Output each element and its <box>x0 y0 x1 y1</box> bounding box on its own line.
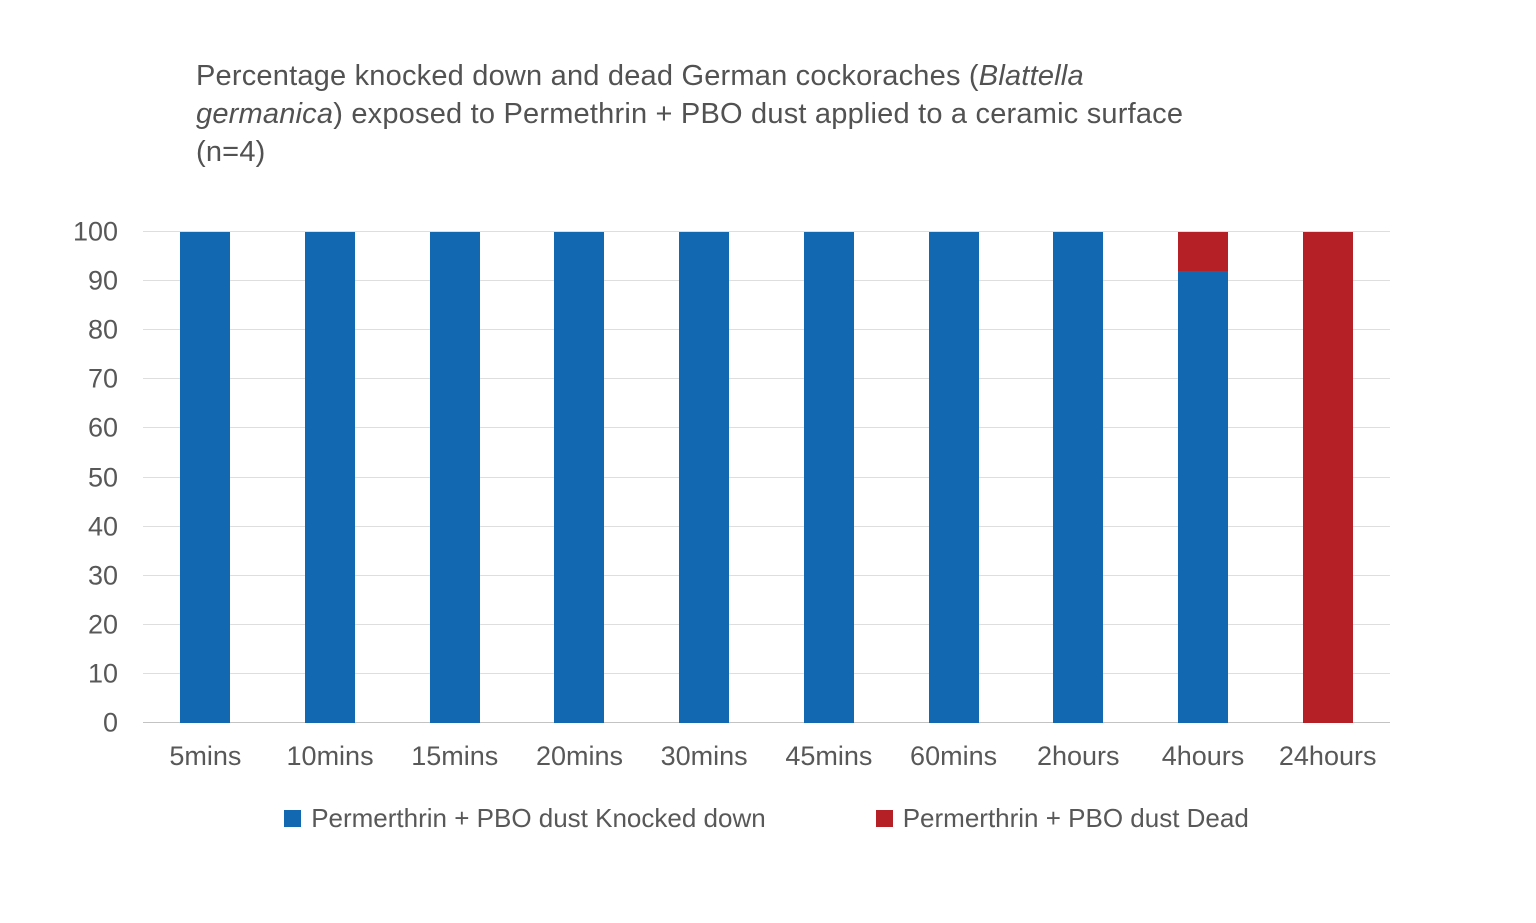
title-text: ) exposed to Permethrin + PBO dust appli… <box>333 98 1184 130</box>
legend-label: Permerthrin + PBO dust Dead <box>902 803 1249 833</box>
x-axis: 5mins 10mins 15mins 20mins 30mins 45mins 60min… <box>143 741 1390 772</box>
bar-slot-5mins <box>143 232 268 723</box>
x-tick-label-5mins: 5mins <box>169 741 242 771</box>
y-tick-label: 0 <box>102 707 118 738</box>
gridline-40 <box>143 525 1390 527</box>
x-tick-label-20mins: 20mins <box>535 741 623 771</box>
y-axis: 0 10 20 30 40 50 60 70 80 90 100 <box>36 218 118 736</box>
legend: Permerthrin + PBO dust Knocked down Perme… <box>143 803 1390 834</box>
bar-slot-20mins <box>517 232 642 723</box>
plot-area <box>143 231 1390 723</box>
title-species-italic: Blattella <box>978 60 1084 92</box>
bar-segment-10mins-knocked-down <box>305 232 356 723</box>
gridline-20 <box>143 623 1390 625</box>
y-tick-label: 50 <box>87 462 118 492</box>
gridline-50 <box>143 476 1390 478</box>
chart-title-line-3: (n=4) <box>196 133 1316 171</box>
legend-marker-icon <box>284 810 302 827</box>
bar-segment-24hours-dead <box>1302 232 1353 723</box>
bar-segment-15mins-knocked-down <box>429 232 480 723</box>
x-tick-label-2hours: 2hours <box>1036 741 1120 771</box>
legend-label: Permerthrin + PBO dust Knocked down <box>311 803 766 833</box>
title-species-italic: germanica <box>196 98 334 130</box>
x-tick-label-15mins: 15mins <box>411 741 499 771</box>
bar-segment-5mins-knocked-down <box>180 232 231 723</box>
y-tick-label: 20 <box>87 609 118 640</box>
x-tick-label-60mins: 60mins <box>910 741 998 771</box>
title-text: Percentage knocked down and dead German … <box>196 60 979 92</box>
gridline-90 <box>143 280 1390 282</box>
y-tick-label: 40 <box>87 511 118 542</box>
x-tick-label-10mins: 10mins <box>286 741 374 771</box>
legend-marker-icon <box>875 810 893 827</box>
gridline-30 <box>143 574 1390 576</box>
bar-slot-60mins <box>891 232 1016 723</box>
bar-segment-4hours-knocked-down <box>1177 271 1228 723</box>
gridline-80 <box>143 329 1390 331</box>
legend-entry-knocked-down: Permerthrin + PBO dust Knocked down <box>284 803 766 834</box>
bar-slot-45mins <box>767 232 892 723</box>
gridline-10 <box>143 672 1390 674</box>
x-tick-label-45mins: 45mins <box>785 741 873 771</box>
x-tick-label-4hours: 4hours <box>1161 741 1245 771</box>
title-sample-size: (n=4) <box>196 136 266 168</box>
y-tick-label: 100 <box>72 216 118 247</box>
chart-title-line-2: germanica) exposed to Permethrin + PBO d… <box>196 95 1316 133</box>
y-tick-label: 60 <box>87 412 118 443</box>
bar-slot-24hours <box>1265 232 1390 723</box>
bar-slot-30mins <box>642 232 767 723</box>
chart-title: Percentage knocked down and dead German … <box>196 57 1316 171</box>
bar-segment-20mins-knocked-down <box>554 232 605 723</box>
gridline-70 <box>143 378 1390 380</box>
bar-segment-30mins-knocked-down <box>679 232 730 723</box>
y-tick-label: 70 <box>87 363 118 394</box>
gridline-60 <box>143 427 1390 429</box>
chart-title-line-1: Percentage knocked down and dead German … <box>196 57 1316 95</box>
y-tick-label: 30 <box>87 560 118 591</box>
legend-entry-dead: Permerthrin + PBO dust Dead <box>875 803 1249 834</box>
bar-slot-4hours <box>1141 232 1266 723</box>
bar-slot-2hours <box>1016 232 1141 723</box>
y-tick-label: 90 <box>87 265 118 296</box>
x-tick-label-24hours: 24hours <box>1278 741 1377 771</box>
bar-slot-10mins <box>268 232 393 723</box>
bar-slot-15mins <box>392 232 517 723</box>
bar-segment-60mins-knocked-down <box>928 232 979 723</box>
y-tick-label: 80 <box>87 314 118 345</box>
gridline-100 <box>143 231 1390 232</box>
x-tick-label-30mins: 30mins <box>660 741 748 771</box>
x-axis-baseline <box>143 722 1390 723</box>
bar-segment-4hours-dead <box>1177 232 1228 272</box>
y-tick-label: 10 <box>87 658 118 689</box>
bar-segment-45mins-knocked-down <box>803 232 854 723</box>
bar-slots <box>143 232 1390 723</box>
bar-segment-2hours-knocked-down <box>1053 232 1104 723</box>
